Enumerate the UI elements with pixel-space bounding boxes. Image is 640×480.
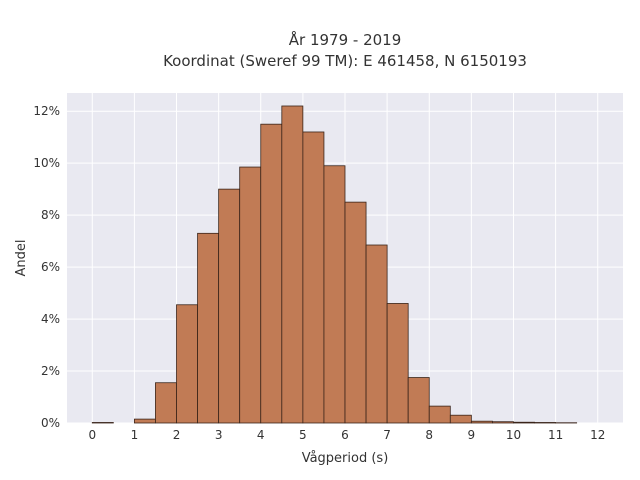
- histogram-bar: [323, 165, 346, 424]
- y-tick-label: 6%: [41, 260, 60, 274]
- y-tick-label: 10%: [33, 156, 60, 170]
- x-tick-label: 4: [257, 428, 265, 442]
- histogram-bar: [428, 405, 451, 424]
- histogram-bar: [492, 421, 514, 424]
- histogram-bar: [407, 377, 430, 424]
- histogram-bar: [260, 123, 283, 424]
- histogram-bar: [218, 188, 241, 424]
- histogram-bars: [91, 105, 578, 424]
- x-tick-label: 9: [468, 428, 476, 442]
- y-tick-label: 2%: [41, 364, 60, 378]
- x-tick-label: 3: [215, 428, 223, 442]
- x-tick-label: 8: [425, 428, 433, 442]
- x-tick-label: 7: [383, 428, 391, 442]
- histogram-bar: [534, 422, 557, 424]
- histogram-bar: [386, 303, 409, 424]
- x-tick-label: 12: [590, 428, 605, 442]
- x-tick-label: 0: [88, 428, 96, 442]
- histogram-bar: [365, 244, 388, 424]
- y-tick-label: 0%: [41, 416, 60, 430]
- y-tick-label: 4%: [41, 312, 60, 326]
- x-tick-label: 1: [131, 428, 139, 442]
- histogram-bar: [513, 421, 535, 424]
- histogram-bar: [133, 418, 156, 424]
- y-tick-label: 12%: [33, 104, 60, 118]
- x-axis-label: Vågperiod (s): [302, 451, 389, 466]
- y-axis-ticks: 0% 2% 4% 6% 8% 10% 12%: [33, 104, 60, 430]
- x-tick-label: 10: [506, 428, 521, 442]
- histogram-bar: [344, 201, 367, 424]
- chart-title-line1: År 1979 - 2019: [289, 30, 402, 49]
- x-tick-label: 2: [173, 428, 181, 442]
- histogram-bar: [449, 414, 472, 424]
- histogram-bar: [155, 382, 177, 424]
- chart-title-line2: Koordinat (Sweref 99 TM): E 461458, N 61…: [163, 52, 527, 70]
- histogram-bar: [239, 166, 262, 424]
- x-tick-label: 11: [548, 428, 563, 442]
- y-tick-label: 8%: [41, 208, 60, 222]
- histogram-bar: [302, 131, 325, 424]
- x-tick-label: 6: [341, 428, 349, 442]
- histogram-bar: [197, 232, 220, 424]
- y-axis-label: Andel: [14, 240, 29, 277]
- x-axis-ticks: 0 1 2 3 4 5 6 7 8 9 10 11 12: [88, 428, 605, 442]
- x-tick-label: 5: [299, 428, 307, 442]
- histogram-bar: [176, 304, 198, 424]
- histogram-bar: [470, 420, 493, 424]
- histogram-bar: [91, 422, 114, 424]
- histogram-bar: [281, 105, 304, 424]
